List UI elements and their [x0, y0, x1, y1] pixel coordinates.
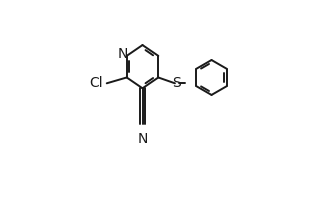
Text: N: N: [137, 132, 148, 146]
Text: N: N: [117, 47, 128, 61]
Text: S: S: [172, 76, 181, 90]
Text: Cl: Cl: [89, 76, 103, 90]
